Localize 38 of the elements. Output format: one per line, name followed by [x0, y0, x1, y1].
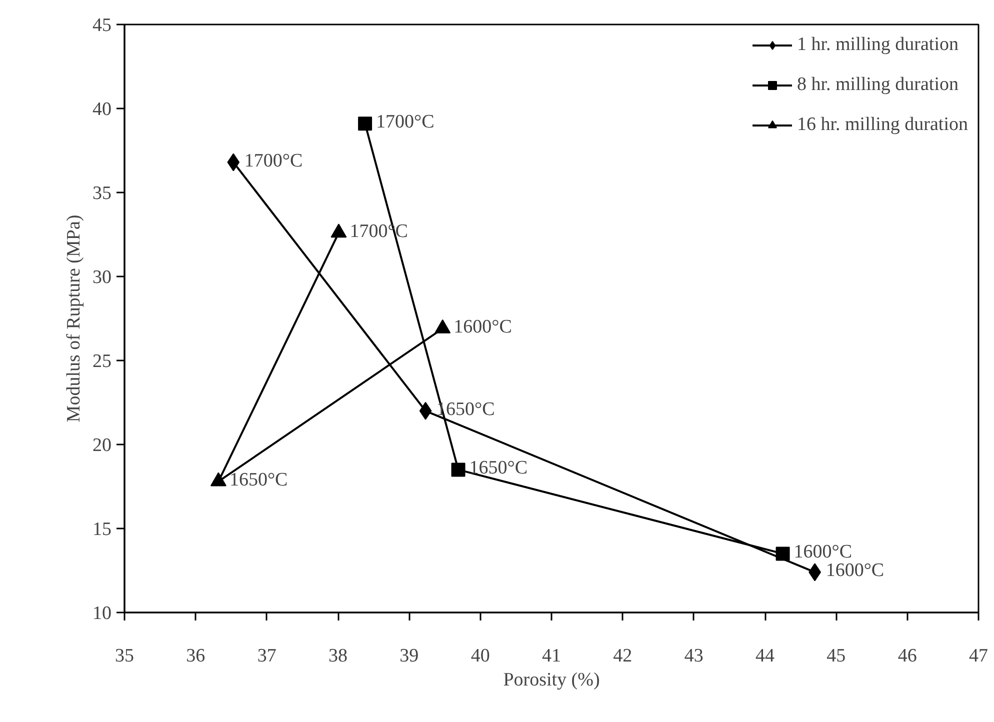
x-tick-label: 47: [969, 646, 988, 666]
y-tick-label: 45: [92, 15, 112, 36]
point: [776, 546, 790, 561]
x-tick-label: 35: [115, 646, 134, 666]
y-tick-label: 15: [92, 519, 112, 540]
x-tick-label: 45: [826, 646, 846, 666]
legend-label: 8 hr. milling duration: [797, 74, 958, 96]
y-tick-label: 30: [92, 267, 112, 288]
x-tick-label: 44: [756, 646, 775, 666]
annotation: 1600°C: [794, 542, 852, 563]
x-tick-label: 41: [542, 646, 561, 666]
x-tick-label: 39: [400, 646, 419, 666]
y-tick-label: 25: [92, 351, 112, 372]
annotation: 1650°C: [469, 458, 528, 479]
y-tick-label: 10: [92, 603, 112, 624]
x-tick-label: 36: [186, 646, 206, 666]
x-tick-label: 42: [613, 646, 632, 666]
point: [358, 116, 372, 131]
annotation: 1600°C: [454, 316, 512, 338]
annotation: 1700°C: [376, 112, 434, 133]
x-tick-label: 37: [257, 646, 276, 666]
legend-label: 16 hr. milling duration: [797, 114, 968, 136]
y-tick-label: 35: [92, 183, 112, 204]
point: [451, 462, 466, 477]
point: [227, 153, 240, 172]
y-tick-label: 40: [92, 99, 112, 120]
x-tick-label: 43: [684, 646, 704, 666]
x-tick-label: 38: [328, 646, 348, 666]
x-tick-label: 40: [470, 646, 490, 666]
annotation: 1700°C: [244, 150, 303, 172]
point: [419, 402, 432, 420]
annotation: 1650°C: [229, 469, 288, 490]
x-tick-label: 46: [898, 646, 917, 666]
y-axis-title: Modulus of Rupture (MPa): [64, 214, 84, 422]
annotation: 1600°C: [826, 560, 884, 582]
x-axis-title: Porosity (%): [503, 670, 600, 690]
y-tick-label: 20: [92, 435, 112, 456]
legend-label: 1 hr. milling duration: [797, 34, 958, 56]
